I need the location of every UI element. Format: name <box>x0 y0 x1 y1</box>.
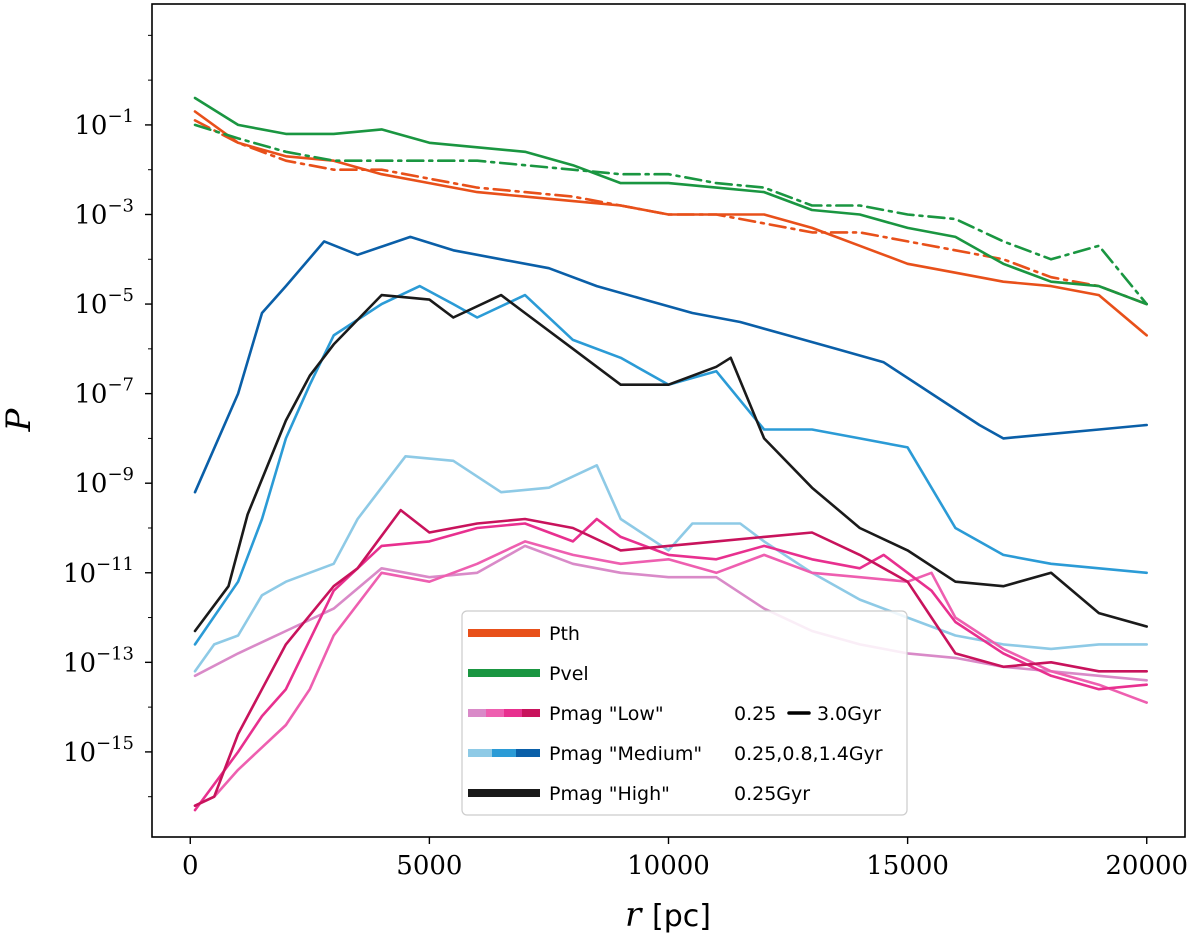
series-line-pth-solid <box>193 110 1148 337</box>
legend-box <box>461 610 908 816</box>
series-line-pth-dashdot <box>193 119 1148 306</box>
y-tick-label: 10−11 <box>63 554 134 589</box>
legend-label-medium: Pmag "Medium" <box>549 743 702 765</box>
legend-label-low: Pmag "Low" <box>549 703 664 725</box>
y-tick-label: 10−7 <box>74 375 134 410</box>
series-line-pmag-medium-0-25gyr <box>193 454 1148 673</box>
legend-swatch-low <box>522 709 540 717</box>
x-tick-label: 5000 <box>396 851 462 881</box>
legend-swatch-pvel <box>468 669 540 677</box>
legend-label-pth: Pth <box>549 623 580 645</box>
x-tick-label: 20000 <box>1105 851 1188 881</box>
series-line-pmag-low-3-0gyr <box>193 544 1148 682</box>
series-line-pvel-solid <box>193 96 1148 306</box>
legend-label-high: Pmag "High" <box>549 783 670 805</box>
series-line-pmag-low-1-0gyr <box>193 517 1148 812</box>
x-tick-label: 15000 <box>866 851 949 881</box>
legend-swatch-low <box>486 709 504 717</box>
legend-swatch-pth <box>468 629 540 637</box>
series-line-pmag-low-2-0gyr <box>193 540 1148 808</box>
legend-low-end: 3.0Gyr <box>817 703 881 725</box>
legend-medium-times: 0.25,0.8,1.4Gyr <box>734 743 883 765</box>
legend-low-start: 0.25 <box>734 703 776 725</box>
legend-label-pvel: Pvel <box>549 663 589 685</box>
legend-swatch-high <box>468 789 540 797</box>
y-tick-label: 10−9 <box>74 464 134 499</box>
legend-swatch-low <box>504 709 522 717</box>
series-line-pvel-dashdot <box>193 123 1148 306</box>
x-tick-label: 10000 <box>627 851 710 881</box>
series-line-pmag-medium-1-4gyr <box>193 235 1148 494</box>
legend-swatch-medium <box>516 749 540 757</box>
legend-swatch-low <box>468 709 486 717</box>
x-axis-label: r [pc] <box>625 895 711 935</box>
y-tick-label: 10−5 <box>74 285 134 320</box>
y-tick-label: 10−15 <box>63 733 134 768</box>
y-tick-label: 10−1 <box>74 106 134 141</box>
series-line-pmag-medium-0-8gyr <box>193 284 1148 646</box>
legend-swatch-medium <box>468 749 492 757</box>
legend: Pth Pvel Pmag "Low" Pmag "Medium" Pmag "High… <box>461 610 908 816</box>
series-line-pmag-high-0-25gyr <box>193 293 1148 633</box>
series-line-pmag-low-0-25gyr <box>193 508 1148 808</box>
y-tick-label: 10−3 <box>74 195 134 230</box>
y-tick-label: 10−13 <box>63 643 134 678</box>
x-tick-label: 0 <box>182 851 199 881</box>
legend-high-time: 0.25Gyr <box>734 783 810 805</box>
y-axis-label: P <box>0 407 39 432</box>
legend-swatch-medium <box>492 749 516 757</box>
